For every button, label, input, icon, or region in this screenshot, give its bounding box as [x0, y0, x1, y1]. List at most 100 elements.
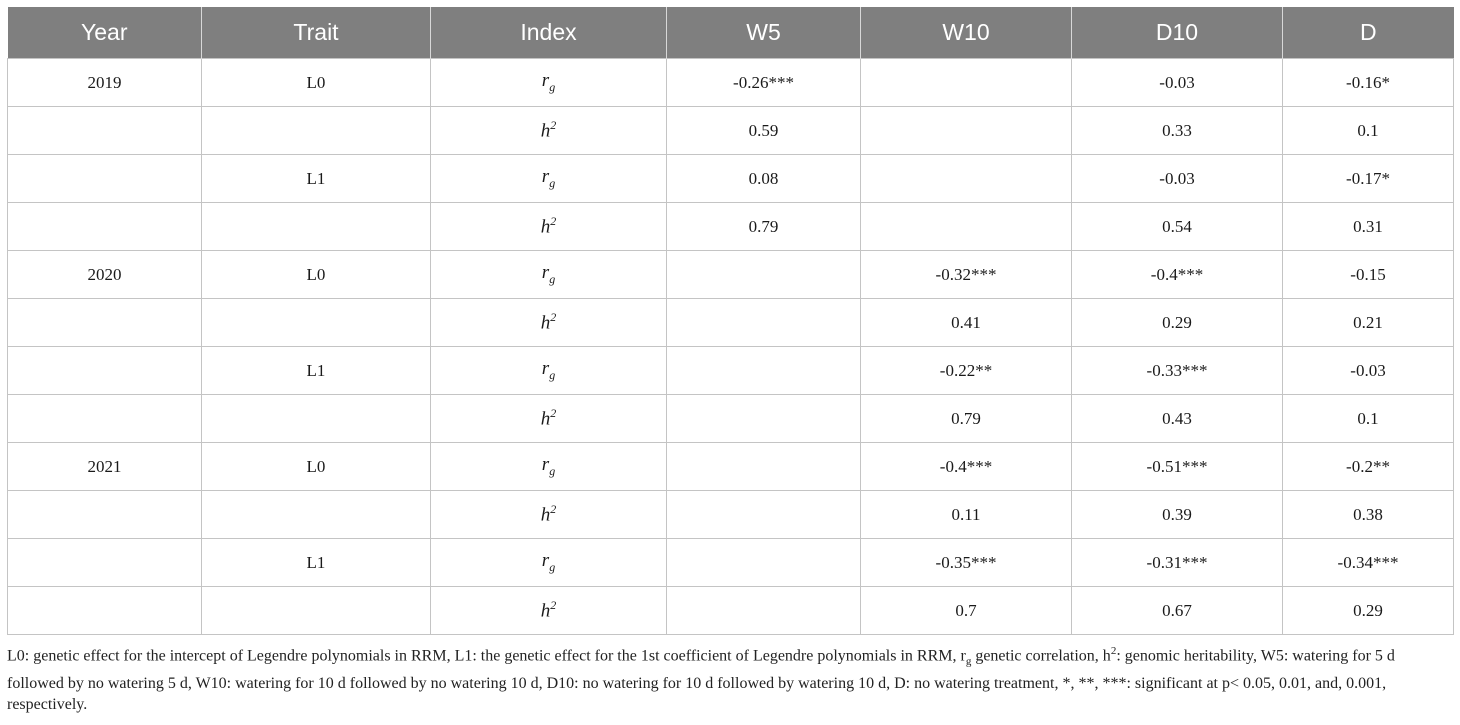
cell-d10: -0.31*** — [1071, 538, 1283, 587]
cell-d10: 0.29 — [1071, 298, 1283, 347]
index-superscript: 2 — [550, 406, 557, 421]
cell-year — [7, 346, 202, 395]
cell-index: rg — [430, 58, 667, 107]
cell-trait: L0 — [201, 442, 431, 491]
index-subscript: g — [549, 463, 556, 478]
table-row: h2 0.41 0.29 0.21 — [7, 298, 1454, 347]
index-symbol: h — [540, 120, 551, 142]
cell-trait: L0 — [201, 250, 431, 299]
cell-year — [7, 394, 202, 443]
table-body: 2019 L0 rg -0.26*** -0.03 -0.16* h2 0.59 0.33 0.1… — [7, 58, 1454, 635]
index-symbol: r — [541, 454, 550, 476]
results-table-container: Year Trait Index W5 W10 D10 D 2019 L0 rg -0… — [7, 7, 1454, 715]
cell-trait: L1 — [201, 538, 431, 587]
cell-w10: 0.41 — [860, 298, 1072, 347]
cell-index: rg — [430, 538, 667, 587]
cell-d10: -0.03 — [1071, 154, 1283, 203]
index-superscript: 2 — [550, 502, 557, 517]
cell-w5 — [666, 394, 861, 443]
cell-w5: 0.79 — [666, 202, 861, 251]
index-superscript: 2 — [550, 598, 557, 613]
cell-index: h2 — [430, 586, 667, 635]
cell-d: -0.2** — [1282, 442, 1454, 491]
cell-year — [7, 202, 202, 251]
index-symbol: r — [541, 262, 550, 284]
cell-year — [7, 154, 202, 203]
table-row: 2019 L0 rg -0.26*** -0.03 -0.16* — [7, 58, 1454, 107]
cell-w10 — [860, 154, 1072, 203]
cell-w10 — [860, 202, 1072, 251]
header-trait: Trait — [201, 7, 431, 59]
cell-d: -0.34*** — [1282, 538, 1454, 587]
cell-trait — [201, 394, 431, 443]
index-symbol: h — [540, 504, 551, 526]
index-symbol: h — [540, 216, 551, 238]
cell-d: 0.38 — [1282, 490, 1454, 539]
cell-trait: L0 — [201, 58, 431, 107]
cell-d10: 0.54 — [1071, 202, 1283, 251]
index-subscript: g — [549, 559, 556, 574]
header-w10: W10 — [860, 7, 1072, 59]
cell-w5 — [666, 442, 861, 491]
cell-d: -0.03 — [1282, 346, 1454, 395]
cell-d: 0.1 — [1282, 106, 1454, 155]
cell-d: -0.16* — [1282, 58, 1454, 107]
cell-d10: -0.4*** — [1071, 250, 1283, 299]
cell-trait: L1 — [201, 346, 431, 395]
index-subscript: g — [549, 271, 556, 286]
footnote-part3: : genomic heritability, W5: watering for… — [7, 647, 1395, 713]
cell-w5 — [666, 586, 861, 635]
cell-d10: 0.33 — [1071, 106, 1283, 155]
index-subscript: g — [549, 367, 556, 382]
cell-trait: L1 — [201, 154, 431, 203]
index-symbol: r — [541, 550, 550, 572]
cell-w10: 0.7 — [860, 586, 1072, 635]
index-subscript: g — [549, 79, 556, 94]
results-table: Year Trait Index W5 W10 D10 D 2019 L0 rg -0… — [7, 7, 1454, 635]
index-symbol: r — [541, 166, 550, 188]
cell-d: 0.1 — [1282, 394, 1454, 443]
table-row: h2 0.79 0.43 0.1 — [7, 394, 1454, 443]
footnote-sup-2: 2 — [1110, 645, 1117, 657]
table-row: L1 rg -0.35*** -0.31*** -0.34*** — [7, 538, 1454, 587]
cell-w5 — [666, 490, 861, 539]
table-row: h2 0.79 0.54 0.31 — [7, 202, 1454, 251]
cell-year — [7, 490, 202, 539]
index-superscript: 2 — [550, 214, 557, 229]
cell-d: -0.17* — [1282, 154, 1454, 203]
index-symbol: r — [541, 70, 550, 92]
cell-d: 0.29 — [1282, 586, 1454, 635]
cell-d: -0.15 — [1282, 250, 1454, 299]
cell-d10: 0.67 — [1071, 586, 1283, 635]
cell-d10: -0.03 — [1071, 58, 1283, 107]
cell-year — [7, 586, 202, 635]
cell-w5: -0.26*** — [666, 58, 861, 107]
index-superscript: 2 — [550, 310, 557, 325]
header-year: Year — [7, 7, 202, 59]
cell-index: rg — [430, 442, 667, 491]
cell-index: h2 — [430, 490, 667, 539]
cell-w5 — [666, 298, 861, 347]
cell-w5: 0.59 — [666, 106, 861, 155]
index-symbol: r — [541, 358, 550, 380]
header-d10: D10 — [1071, 7, 1283, 59]
cell-index: rg — [430, 346, 667, 395]
header-index: Index — [430, 7, 667, 59]
cell-w10: 0.79 — [860, 394, 1072, 443]
cell-year — [7, 106, 202, 155]
header-d: D — [1282, 7, 1454, 59]
cell-year: 2019 — [7, 58, 202, 107]
table-footnote: L0: genetic effect for the intercept of … — [7, 641, 1453, 715]
cell-d: 0.31 — [1282, 202, 1454, 251]
table-row: L1 rg 0.08 -0.03 -0.17* — [7, 154, 1454, 203]
index-symbol: h — [540, 312, 551, 334]
cell-w10 — [860, 58, 1072, 107]
index-symbol: h — [540, 408, 551, 430]
cell-w10: -0.4*** — [860, 442, 1072, 491]
cell-w5 — [666, 346, 861, 395]
table-row: h2 0.7 0.67 0.29 — [7, 586, 1454, 635]
index-symbol: h — [540, 600, 551, 622]
table-row: L1 rg -0.22** -0.33*** -0.03 — [7, 346, 1454, 395]
cell-trait — [201, 106, 431, 155]
index-superscript: 2 — [550, 118, 557, 133]
